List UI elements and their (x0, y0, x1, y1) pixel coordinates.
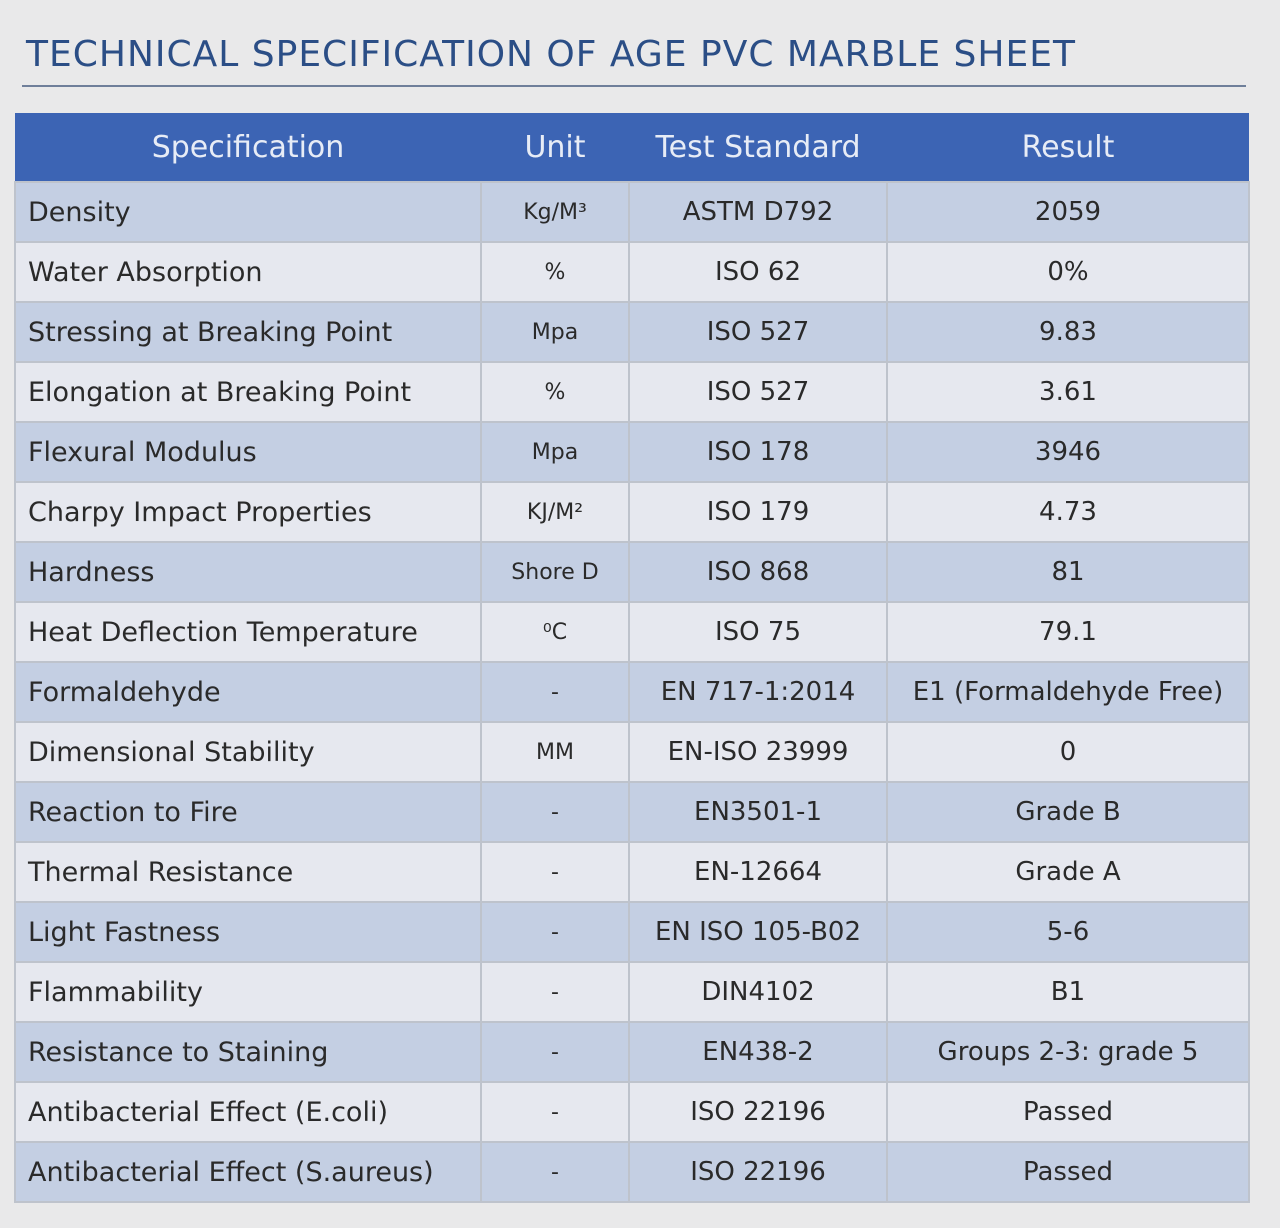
cell-unit: - (480, 1081, 630, 1143)
cell-result: E1 (Formaldehyde Free) (886, 661, 1250, 723)
table-row: Antibacterial Effect (S.aureus) - ISO 2219… (14, 1141, 1250, 1203)
cell-unit: - (480, 1021, 630, 1083)
cell-result: 9.83 (886, 301, 1250, 363)
cell-unit: - (480, 841, 630, 903)
header-unit: Unit (481, 113, 629, 182)
cell-result: Grade A (886, 841, 1250, 903)
cell-unit: Mpa (480, 421, 630, 483)
cell-specification: Thermal Resistance (14, 841, 482, 903)
table-row: Resistance to Staining - EN438-2 Groups 2-3… (14, 1021, 1250, 1083)
cell-test-standard: EN-ISO 23999 (628, 721, 888, 783)
table-header: Specification Unit Test Standard Result (15, 113, 1249, 182)
specification-table: Specification Unit Test Standard Result … (14, 113, 1250, 1203)
cell-result: Passed (886, 1081, 1250, 1143)
table-row: Heat Deflection Temperature ⁰C ISO 75 79.1 (14, 601, 1250, 663)
table-row: Formaldehyde - EN 717-1:2014 E1 (Formaldehy… (14, 661, 1250, 723)
cell-unit: % (480, 361, 630, 423)
cell-specification: Hardness (14, 541, 482, 603)
cell-specification: Reaction to Fire (14, 781, 482, 843)
cell-unit: Kg/M³ (480, 181, 630, 243)
cell-result: Passed (886, 1141, 1250, 1203)
cell-test-standard: EN ISO 105-B02 (628, 901, 888, 963)
cell-specification: Heat Deflection Temperature (14, 601, 482, 663)
cell-unit: - (480, 901, 630, 963)
cell-specification: Flammability (14, 961, 482, 1023)
cell-specification: Flexural Modulus (14, 421, 482, 483)
cell-unit: Shore D (480, 541, 630, 603)
cell-unit: ⁰C (480, 601, 630, 663)
cell-unit: - (480, 961, 630, 1023)
header-result: Result (887, 113, 1249, 182)
cell-result: 3.61 (886, 361, 1250, 423)
cell-specification: Antibacterial Effect (E.coli) (14, 1081, 482, 1143)
cell-specification: Resistance to Staining (14, 1021, 482, 1083)
cell-test-standard: ISO 527 (628, 361, 888, 423)
cell-unit: % (480, 241, 630, 303)
cell-unit: MM (480, 721, 630, 783)
table-row: Density Kg/M³ ASTM D792 2059 (14, 181, 1250, 243)
cell-result: 4.73 (886, 481, 1250, 543)
header-specification: Specification (15, 113, 481, 182)
table-row: Flexural Modulus Mpa ISO 178 3946 (14, 421, 1250, 483)
cell-specification: Water Absorption (14, 241, 482, 303)
cell-specification: Stressing at Breaking Point (14, 301, 482, 363)
cell-result: Grade B (886, 781, 1250, 843)
title-divider (22, 85, 1246, 87)
header-test-standard: Test Standard (629, 113, 887, 182)
page-title: TECHNICAL SPECIFICATION OF AGE PVC MARBL… (26, 34, 1076, 75)
table-row: Stressing at Breaking Point Mpa ISO 527 9.8… (14, 301, 1250, 363)
cell-result: 3946 (886, 421, 1250, 483)
cell-test-standard: ISO 179 (628, 481, 888, 543)
cell-test-standard: ISO 22196 (628, 1141, 888, 1203)
cell-result: Groups 2-3: grade 5 (886, 1021, 1250, 1083)
cell-unit: - (480, 781, 630, 843)
cell-test-standard: ISO 527 (628, 301, 888, 363)
table-row: Hardness Shore D ISO 868 81 (14, 541, 1250, 603)
cell-unit: - (480, 661, 630, 723)
cell-test-standard: ISO 868 (628, 541, 888, 603)
cell-unit: KJ/M² (480, 481, 630, 543)
table-row: Reaction to Fire - EN3501-1 Grade B (14, 781, 1250, 843)
cell-specification: Elongation at Breaking Point (14, 361, 482, 423)
cell-specification: Antibacterial Effect (S.aureus) (14, 1141, 482, 1203)
cell-specification: Density (14, 181, 482, 243)
cell-test-standard: ISO 22196 (628, 1081, 888, 1143)
cell-unit: - (480, 1141, 630, 1203)
table-row: Elongation at Breaking Point% ISO 527 3.61 (14, 361, 1250, 423)
cell-test-standard: ISO 75 (628, 601, 888, 663)
cell-specification: Charpy Impact Properties (14, 481, 482, 543)
cell-result: 5-6 (886, 901, 1250, 963)
cell-result: 0% (886, 241, 1250, 303)
cell-specification: Formaldehyde (14, 661, 482, 723)
cell-test-standard: EN 717-1:2014 (628, 661, 888, 723)
table-row: Dimensional Stability MM EN-ISO 23999 0 (14, 721, 1250, 783)
table-row: Antibacterial Effect (E.coli) - ISO 22196 P… (14, 1081, 1250, 1143)
cell-test-standard: ISO 178 (628, 421, 888, 483)
cell-result: 81 (886, 541, 1250, 603)
cell-result: 79.1 (886, 601, 1250, 663)
cell-test-standard: EN-12664 (628, 841, 888, 903)
cell-test-standard: ASTM D792 (628, 181, 888, 243)
cell-test-standard: EN438-2 (628, 1021, 888, 1083)
table-row: Charpy Impact Properties KJ/M² ISO 179 4.73 (14, 481, 1250, 543)
cell-result: 0 (886, 721, 1250, 783)
table-body: Density Kg/M³ ASTM D792 2059 Water Absorptio… (14, 181, 1250, 1203)
cell-result: 2059 (886, 181, 1250, 243)
cell-result: B1 (886, 961, 1250, 1023)
cell-test-standard: ISO 62 (628, 241, 888, 303)
table-row: Light Fastness - EN ISO 105-B02 5-6 (14, 901, 1250, 963)
cell-specification: Dimensional Stability (14, 721, 482, 783)
cell-test-standard: DIN4102 (628, 961, 888, 1023)
cell-test-standard: EN3501-1 (628, 781, 888, 843)
table-row: Water Absorption% ISO 62 0% (14, 241, 1250, 303)
table-row: Flammability - DIN4102 B1 (14, 961, 1250, 1023)
cell-specification: Light Fastness (14, 901, 482, 963)
header-row: Specification Unit Test Standard Result (15, 113, 1249, 182)
table-row: Thermal Resistance - EN-12664 Grade A (14, 841, 1250, 903)
cell-unit: Mpa (480, 301, 630, 363)
